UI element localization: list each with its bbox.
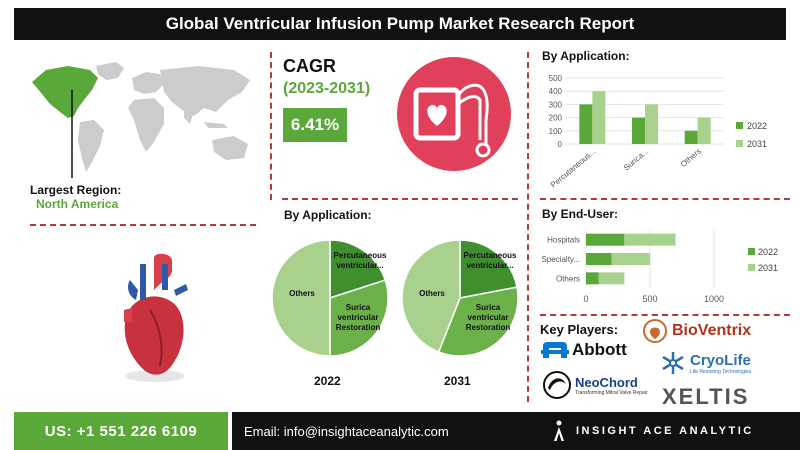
pie-label: ventricular — [338, 313, 379, 322]
neochord-logo: NeoChord Transforming Mitral Valve Repai… — [542, 370, 648, 400]
pie-year-2022: 2022 — [314, 374, 341, 388]
bar — [592, 91, 606, 144]
cryolife-name: CryoLife — [690, 351, 751, 369]
largest-region-value: North America — [36, 197, 119, 211]
footer-phone: US: +1 551 226 6109 — [14, 412, 228, 450]
world-map — [32, 62, 250, 178]
legend-swatch — [736, 122, 743, 129]
bar — [624, 233, 676, 246]
pie-label: ventricular... — [466, 261, 513, 270]
cryolife-logo: CryoLife Life Restoring Technologies — [660, 350, 751, 376]
divider — [527, 52, 529, 402]
abbott-logo: Abbott — [540, 340, 627, 360]
pie-slice — [401, 239, 461, 353]
heart-illustration — [124, 253, 188, 382]
y-tick-label: 100 — [549, 127, 563, 136]
snowflake-icon — [662, 352, 684, 374]
pie-slice — [329, 279, 389, 357]
bar — [586, 253, 612, 265]
bioventrix-icon — [643, 319, 667, 343]
neochord-tagline: Transforming Mitral Valve Repair — [575, 389, 648, 396]
brand-logo-icon — [554, 420, 564, 441]
pie-slice — [459, 239, 518, 299]
pie-section-title: By Application: — [284, 208, 372, 222]
y-tick-label: 500 — [549, 74, 563, 83]
bar — [598, 272, 625, 285]
x-tick-label: 0 — [583, 294, 588, 304]
pie-slice — [271, 239, 331, 357]
abbott-icon — [541, 342, 569, 358]
key-players-title: Key Players: — [540, 322, 619, 337]
bar — [579, 104, 593, 144]
abbott-name: Abbott — [572, 340, 627, 359]
x-tick-label: Others — [679, 147, 703, 169]
xeltis-logo: XELTIS — [662, 384, 750, 409]
y-tick-label: Hospitals — [547, 236, 580, 245]
pie-label: Restoration — [336, 323, 381, 332]
bar — [684, 130, 698, 144]
legend-swatch — [748, 248, 755, 255]
x-tick-label: Percutaneous... — [549, 147, 598, 190]
divider — [540, 314, 790, 316]
bar-chart-by-application: By Application: 0 100 200 300 400 500 Percutane… — [542, 49, 767, 190]
infusion-pump-icon — [397, 57, 511, 171]
pie-label: Others — [419, 289, 445, 298]
largest-region-label: Largest Region: — [30, 183, 122, 197]
neochord-name: NeoChord — [575, 374, 638, 390]
y-tick-label: 300 — [549, 100, 563, 109]
legend-label: 2031 — [747, 139, 767, 149]
pie-label: Others — [289, 289, 315, 298]
pie-label: Restoration — [466, 323, 511, 332]
bar-chart-by-end-user: By End-User: 0 500 1000 Hospitals Specialty..… — [541, 207, 778, 304]
bar — [632, 117, 645, 144]
divider — [282, 198, 518, 200]
footer-brand-name: INSIGHT ACE ANALYTIC — [576, 425, 754, 437]
pie-label: ventricular — [468, 313, 509, 322]
bioventrix-name: BioVentrix — [672, 322, 752, 339]
pie-label: ventricular... — [336, 261, 383, 270]
footer-email: Email: info@insightaceanalytic.com — [232, 412, 532, 450]
y-tick-label: 0 — [558, 140, 563, 149]
pie-charts: Percutaneousventricular...Suricaventricu… — [271, 239, 519, 357]
neochord-icon — [543, 371, 571, 399]
legend-label: 2031 — [758, 263, 778, 273]
x-tick-label: 500 — [642, 294, 657, 304]
cagr-value: 6.41% — [283, 108, 347, 142]
legend-swatch — [736, 140, 743, 147]
bar — [697, 117, 711, 144]
bar — [586, 233, 625, 246]
bioventrix-logo: BioVentrix — [642, 318, 751, 344]
y-tick-label: 400 — [549, 87, 563, 96]
x-tick-label: 1000 — [704, 294, 724, 304]
divider — [30, 224, 256, 226]
pie-year-2031: 2031 — [444, 374, 471, 388]
pie-label: Surica — [346, 303, 371, 312]
legend-swatch — [748, 264, 755, 271]
footer-brand: INSIGHT ACE ANALYTIC — [532, 412, 800, 450]
bar — [586, 272, 599, 285]
y-tick-label: Specialty... — [541, 255, 580, 264]
pie-label: Surica — [476, 303, 501, 312]
y-tick-label: Others — [556, 274, 580, 283]
pie-slice — [329, 239, 387, 300]
pie-slice — [437, 286, 519, 357]
bar — [611, 253, 650, 265]
legend-label: 2022 — [747, 121, 767, 131]
cagr-title: CAGR — [283, 56, 336, 76]
pie-label: Percutaneous — [464, 251, 517, 260]
page-title: Global Ventricular Infusion Pump Market … — [14, 8, 786, 40]
x-tick-label: Surica... — [622, 147, 650, 173]
chart-title: By Application: — [542, 49, 630, 63]
cagr-years: (2023-2031) — [283, 80, 371, 97]
divider — [540, 198, 790, 200]
legend-label: 2022 — [758, 247, 778, 257]
cryolife-tagline: Life Restoring Technologies — [690, 368, 752, 375]
chart-title: By End-User: — [542, 207, 618, 221]
y-tick-label: 200 — [549, 114, 563, 123]
pie-label: Percutaneous — [334, 251, 387, 260]
bar — [645, 104, 658, 144]
divider — [270, 52, 272, 200]
